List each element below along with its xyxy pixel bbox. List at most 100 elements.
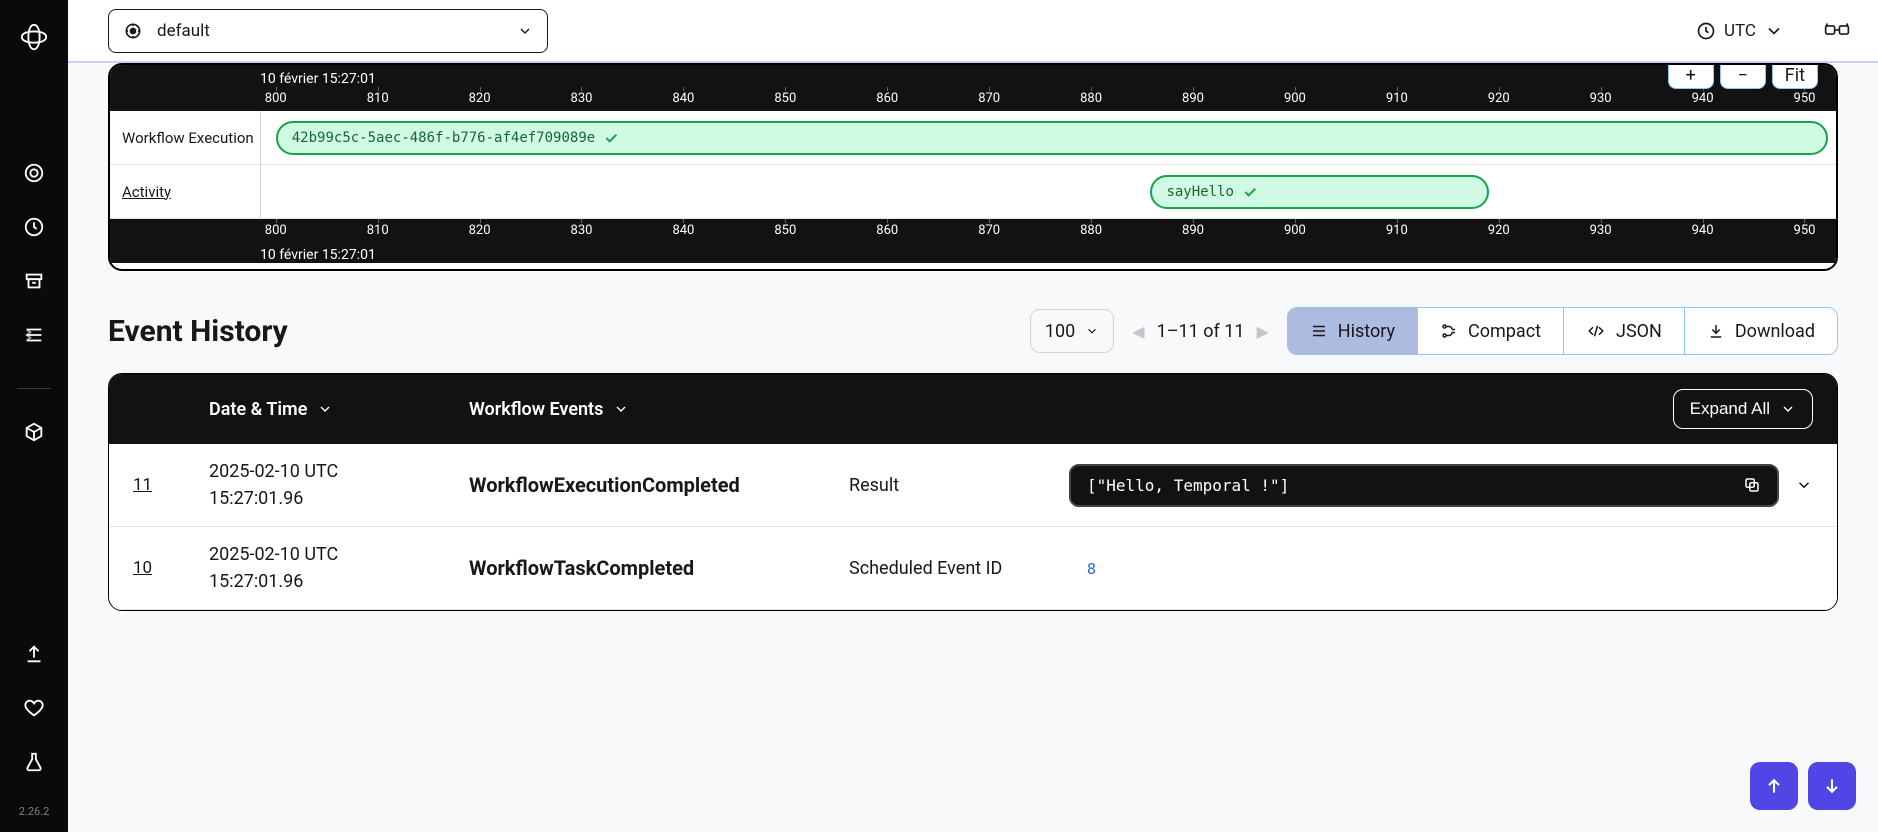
labs-icon[interactable]	[23, 751, 45, 773]
activity-pill[interactable]: sayHello	[1150, 175, 1489, 209]
axis-tick: 840	[672, 91, 694, 106]
axis-tick: 820	[469, 91, 491, 106]
axis-tick: 870	[978, 223, 1000, 238]
page-size-value: 100	[1045, 321, 1075, 342]
seg-label: History	[1338, 321, 1395, 342]
axis-tick: 910	[1386, 223, 1408, 238]
axis-tick: 810	[367, 223, 389, 238]
expand-all-button[interactable]: Expand All	[1673, 389, 1813, 429]
timeline-row-activity: Activity sayHello	[110, 165, 1836, 219]
row-label: Workflow Execution	[110, 129, 260, 147]
event-table: Date & Time Workflow Events Expand All 1…	[108, 373, 1838, 611]
col-date[interactable]: Date & Time	[209, 399, 469, 420]
axis-tick: 850	[774, 91, 796, 106]
timezone-select[interactable]: UTC	[1696, 21, 1784, 41]
row-label[interactable]: Activity	[110, 183, 260, 201]
zoom-in-button[interactable]: +	[1668, 63, 1714, 89]
temporal-logo-icon	[19, 22, 49, 52]
page-size-select[interactable]: 100	[1030, 309, 1114, 353]
scroll-down-button[interactable]	[1808, 762, 1856, 810]
pager-prev[interactable]: ◀	[1132, 322, 1144, 341]
axis-tick: 950	[1794, 223, 1816, 238]
axis-tick: 860	[876, 91, 898, 106]
axis-tick: 940	[1692, 91, 1714, 106]
zoom-fit-button[interactable]: Fit	[1772, 63, 1818, 89]
axis-tick: 940	[1692, 223, 1714, 238]
timeline-card: + − Fit 10 février 15:27:01 800 810 820 830…	[108, 63, 1838, 271]
chevron-down-icon	[1780, 401, 1796, 417]
cube-icon[interactable]	[23, 421, 45, 443]
namespace-select[interactable]: default	[108, 9, 548, 53]
view-json[interactable]: JSON	[1564, 308, 1685, 354]
event-date: 2025-02-10 UTC15:27:01.96	[209, 458, 469, 512]
code-icon	[1586, 322, 1606, 340]
namespaces-icon[interactable]	[23, 324, 45, 346]
table-header: Date & Time Workflow Events Expand All	[109, 374, 1837, 444]
tree-icon	[1440, 322, 1458, 340]
check-icon	[1242, 184, 1258, 200]
chevron-down-icon	[317, 401, 333, 417]
scroll-up-button[interactable]	[1750, 762, 1798, 810]
event-date: 2025-02-10 UTC15:27:01.96	[209, 541, 469, 595]
heart-icon[interactable]	[23, 697, 45, 719]
axis-tick: 870	[978, 91, 1000, 106]
workflows-icon[interactable]	[23, 162, 45, 184]
upload-icon[interactable]	[23, 643, 45, 665]
version-label: 2.26.2	[19, 805, 50, 818]
axis-tick: 890	[1182, 91, 1204, 106]
axis-tick: 820	[469, 223, 491, 238]
list-icon	[1310, 322, 1328, 340]
event-meta-value: 8	[1087, 559, 1096, 578]
copy-icon[interactable]	[1743, 476, 1761, 494]
view-compact[interactable]: Compact	[1418, 308, 1564, 354]
topbar: default UTC	[68, 0, 1878, 63]
event-id[interactable]: 11	[133, 475, 209, 495]
archive-icon[interactable]	[23, 270, 45, 292]
schedules-icon[interactable]	[23, 216, 45, 238]
event-history-header: Event History 100 ◀ 1–11 of 11 ▶ History	[108, 307, 1838, 355]
pager: ◀ 1–11 of 11 ▶	[1132, 321, 1268, 342]
event-type: WorkflowTaskCompleted	[469, 556, 849, 580]
activity-pill-label: sayHello	[1166, 184, 1233, 200]
zoom-out-button[interactable]: −	[1720, 63, 1766, 89]
workflow-pill[interactable]: 42b99c5c-5aec-486f-b776-af4ef709089e	[276, 121, 1828, 155]
axis-tick: 830	[571, 91, 593, 106]
axis-tick: 800	[265, 223, 287, 238]
axis-tick: 880	[1080, 91, 1102, 106]
seg-label: Compact	[1468, 321, 1541, 342]
clock-icon	[1696, 21, 1716, 41]
axis-tick: 890	[1182, 223, 1204, 238]
axis-tick: 920	[1488, 223, 1510, 238]
axis-tick: 830	[571, 223, 593, 238]
chevron-down-icon	[517, 23, 533, 39]
axis-tick: 920	[1488, 91, 1510, 106]
axis-tick: 930	[1590, 223, 1612, 238]
table-row[interactable]: 102025-02-10 UTC15:27:01.96WorkflowTaskC…	[109, 527, 1837, 610]
timeline-axis-bottom: 8008108208308408508608708808909009109209…	[110, 219, 1836, 263]
axis-tick: 800	[265, 91, 287, 106]
chevron-down-icon	[1764, 21, 1784, 41]
axis-tick: 930	[1590, 91, 1612, 106]
col-events[interactable]: Workflow Events	[469, 399, 849, 420]
timeline-axis-top: 10 février 15:27:01 80081082083084085086…	[110, 65, 1836, 111]
section-title: Event History	[108, 314, 1030, 349]
event-meta-label: Scheduled Event ID	[849, 558, 1069, 579]
download-button[interactable]: Download	[1685, 308, 1837, 354]
axis-tick: 840	[672, 223, 694, 238]
axis-tick: 850	[774, 223, 796, 238]
view-history[interactable]: History	[1288, 308, 1418, 354]
axis-tick: 900	[1284, 91, 1306, 106]
namespace-label: default	[157, 21, 517, 41]
axis-date-label: 10 février 15:27:01	[260, 247, 1836, 263]
sidebar: 2.26.2	[0, 0, 68, 832]
pager-text: 1–11 of 11	[1157, 321, 1245, 342]
event-id[interactable]: 10	[133, 558, 209, 578]
chevron-down-icon[interactable]	[1795, 476, 1813, 494]
table-row[interactable]: 112025-02-10 UTC15:27:01.96WorkflowExecu…	[109, 444, 1837, 527]
axis-tick: 880	[1080, 223, 1102, 238]
pager-next[interactable]: ▶	[1256, 322, 1268, 341]
glasses-icon[interactable]	[1824, 21, 1850, 41]
result-code: ["Hello, Temporal !"]	[1069, 464, 1779, 507]
timeline-row-workflow: Workflow Execution 42b99c5c-5aec-486f-b7…	[110, 111, 1836, 165]
event-meta-label: Result	[849, 475, 1069, 496]
